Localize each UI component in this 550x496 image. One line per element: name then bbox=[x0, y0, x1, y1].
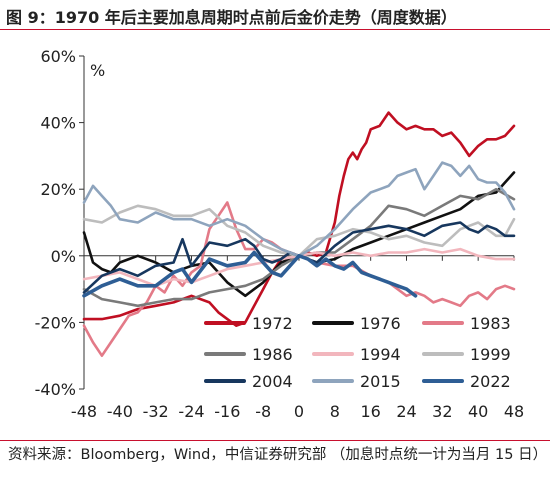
legend: 1972 1976 1983 1986 1994 1999 2004 2015 2022 bbox=[204, 314, 511, 391]
x-tick-label: 0 bbox=[294, 402, 304, 421]
legend-label-1983: 1983 bbox=[470, 314, 511, 333]
y-tick-label: 60% bbox=[40, 47, 76, 66]
title-divider bbox=[0, 29, 550, 30]
legend-label-1972: 1972 bbox=[252, 314, 293, 333]
line-chart: -40% -20% 0% 20% 40% 60%% -48 -40 -32 -24 -16 -8 0 8 1… bbox=[35, 47, 525, 421]
axes: -40% -20% 0% 20% 40% 60%% -48 -40 -32 -24 -16 -8 0 8 1… bbox=[35, 47, 525, 421]
series-line-2022 bbox=[82, 250, 418, 298]
y-tick-label: 0% bbox=[51, 247, 76, 266]
source-note: 资料来源：Bloomberg，Wind，中信证券研究部 （加息时点统一计为当月 … bbox=[8, 447, 548, 463]
y-tick-label: -20% bbox=[35, 313, 76, 332]
x-tick-label: 8 bbox=[330, 402, 340, 421]
x-tick-label: -16 bbox=[214, 402, 240, 421]
figure-title: 图 9：1970 年后主要加息周期时点前后金价走势（周度数据） bbox=[6, 8, 457, 27]
x-tick-label: -40 bbox=[107, 402, 133, 421]
legend-label-2022: 2022 bbox=[470, 372, 511, 391]
x-tick-label: 24 bbox=[396, 402, 416, 421]
series-line-1976 bbox=[82, 171, 516, 298]
series-line-1972 bbox=[82, 111, 516, 328]
x-tick-label: 16 bbox=[360, 402, 380, 421]
legend-label-1999: 1999 bbox=[470, 345, 511, 364]
x-tick-label: -32 bbox=[143, 402, 169, 421]
legend-label-1986: 1986 bbox=[252, 345, 293, 364]
y-tick-label: 20% bbox=[40, 180, 76, 199]
series-lines bbox=[82, 111, 516, 358]
legend-label-1994: 1994 bbox=[360, 345, 401, 364]
x-tick-label: -24 bbox=[178, 402, 204, 421]
legend-label-2004: 2004 bbox=[252, 372, 293, 391]
series-line-2015 bbox=[82, 161, 516, 258]
y-unit-label: % bbox=[90, 61, 105, 80]
source-divider bbox=[0, 440, 550, 441]
x-tick-label: -48 bbox=[71, 402, 97, 421]
legend-label-1976: 1976 bbox=[360, 314, 401, 333]
y-tick-label: -40% bbox=[35, 380, 76, 399]
legend-label-2015: 2015 bbox=[360, 372, 401, 391]
x-tick-label: 48 bbox=[504, 402, 524, 421]
y-tick-label: 40% bbox=[40, 114, 76, 133]
series-line-1999 bbox=[82, 204, 516, 258]
x-tick-label: 40 bbox=[468, 402, 488, 421]
x-tick-label: 32 bbox=[432, 402, 452, 421]
x-tick-label: -8 bbox=[255, 402, 271, 421]
